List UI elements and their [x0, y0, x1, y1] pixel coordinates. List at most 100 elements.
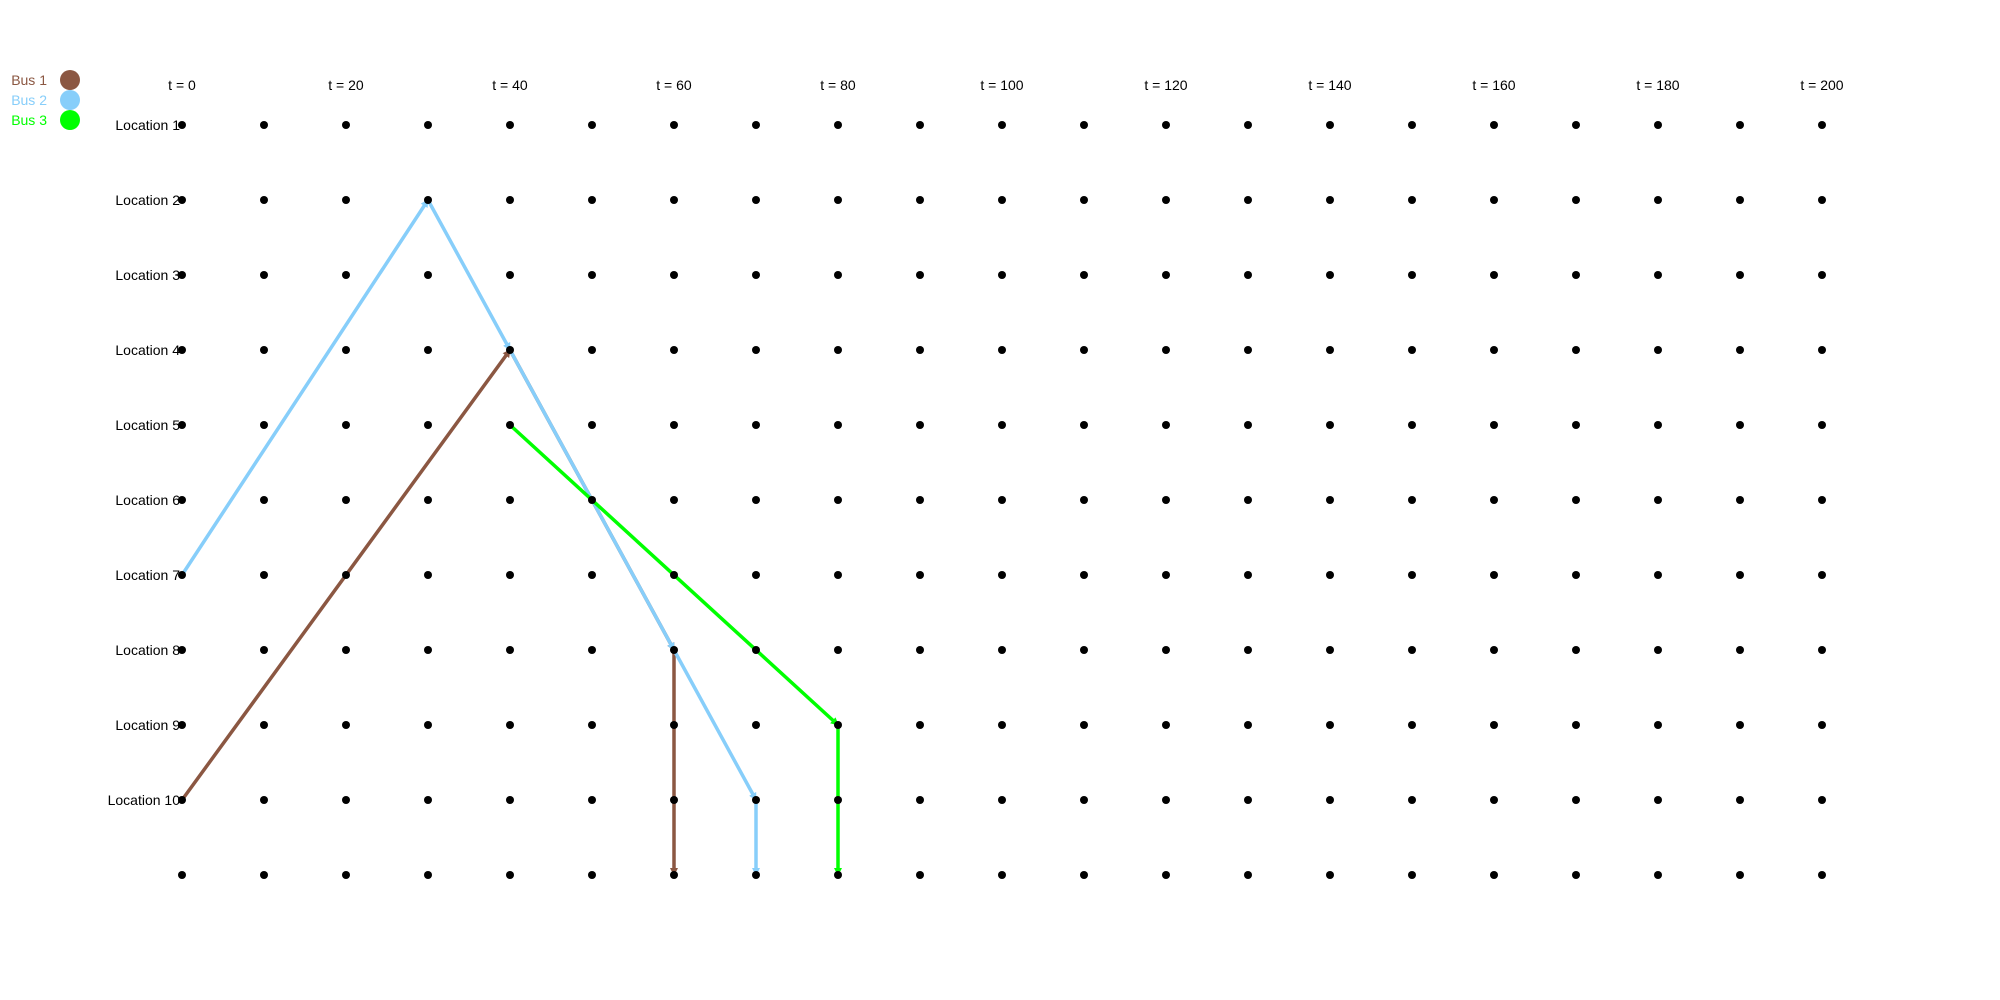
grid-node [1162, 421, 1170, 429]
grid-node [342, 571, 350, 579]
grid-node [506, 571, 514, 579]
grid-node [260, 721, 268, 729]
legend-swatch-bus-3 [60, 110, 80, 130]
grid-node [834, 871, 842, 879]
grid-node [752, 646, 760, 654]
grid-node [1326, 496, 1334, 504]
grid-node [1080, 571, 1088, 579]
grid-node [1080, 271, 1088, 279]
grid-node [1244, 196, 1252, 204]
grid-node [1408, 496, 1416, 504]
grid-node [1818, 571, 1826, 579]
location-label: Location 3 [115, 267, 180, 283]
grid-node [670, 346, 678, 354]
grid-node [1818, 496, 1826, 504]
grid-node [1736, 871, 1744, 879]
grid-node [1080, 871, 1088, 879]
grid-node [1244, 571, 1252, 579]
grid-node [506, 196, 514, 204]
grid-node [670, 496, 678, 504]
location-label: Location 7 [115, 567, 180, 583]
grid-node [1326, 421, 1334, 429]
grid-node [424, 496, 432, 504]
location-label: Location 2 [115, 192, 180, 208]
grid-node [1490, 871, 1498, 879]
grid-node [916, 346, 924, 354]
grid-node [1080, 796, 1088, 804]
grid-node [178, 346, 186, 354]
grid-node [1736, 421, 1744, 429]
legend-label-bus-2: Bus 2 [11, 92, 47, 108]
grid-node [178, 796, 186, 804]
grid-node [260, 646, 268, 654]
location-label: Location 8 [115, 642, 180, 658]
grid-node [506, 421, 514, 429]
grid-node [752, 496, 760, 504]
grid-node [424, 721, 432, 729]
grid-node [1326, 121, 1334, 129]
grid-node [588, 121, 596, 129]
grid-node [1244, 121, 1252, 129]
grid-node [1080, 196, 1088, 204]
time-label: t = 80 [820, 77, 856, 93]
grid-node [1326, 871, 1334, 879]
grid-node [1736, 196, 1744, 204]
grid-node [1572, 271, 1580, 279]
grid-node [178, 871, 186, 879]
grid-node [834, 571, 842, 579]
grid-node [1654, 421, 1662, 429]
grid-node [506, 271, 514, 279]
time-axis: t = 0 t = 20 t = 40 t = 60 t = 80 t = 10… [168, 77, 1844, 93]
grid-node [1244, 871, 1252, 879]
grid-node [1818, 871, 1826, 879]
route-segment-bus-2 [426, 198, 512, 352]
grid-node [178, 121, 186, 129]
grid-node [588, 796, 596, 804]
grid-node [342, 496, 350, 504]
grid-node [1818, 346, 1826, 354]
grid-node [1736, 721, 1744, 729]
grid-node [670, 871, 678, 879]
grid-node [1162, 196, 1170, 204]
grid-node [1162, 721, 1170, 729]
grid-node [588, 646, 596, 654]
grid-node [1654, 196, 1662, 204]
grid-node [916, 871, 924, 879]
grid-node [670, 721, 678, 729]
grid-node [1654, 571, 1662, 579]
grid-node [1244, 421, 1252, 429]
grid-node [506, 796, 514, 804]
grid-node [834, 646, 842, 654]
grid-node [1572, 721, 1580, 729]
legend-item-bus-3: Bus 3 [11, 110, 80, 130]
grid-node [998, 646, 1006, 654]
grid-node [178, 196, 186, 204]
grid-node [342, 796, 350, 804]
grid-node [342, 271, 350, 279]
grid-node [998, 271, 1006, 279]
grid-node [260, 271, 268, 279]
location-label: Location 10 [108, 792, 181, 808]
grid-node [670, 271, 678, 279]
grid-node [916, 646, 924, 654]
grid-node [1408, 721, 1416, 729]
grid-node [998, 346, 1006, 354]
grid-node [752, 346, 760, 354]
grid-node [1654, 496, 1662, 504]
grid-node [1326, 196, 1334, 204]
grid-node [1244, 271, 1252, 279]
grid-node [752, 571, 760, 579]
grid-node [1080, 121, 1088, 129]
grid-node [834, 346, 842, 354]
grid-node [588, 346, 596, 354]
grid-node [670, 121, 678, 129]
grid-node [342, 196, 350, 204]
grid-node [588, 871, 596, 879]
grid-node [1080, 646, 1088, 654]
grid-node [998, 871, 1006, 879]
grid-node [342, 346, 350, 354]
grid-node [670, 646, 678, 654]
grid-node [1572, 646, 1580, 654]
grid-node [1326, 271, 1334, 279]
grid-node [998, 121, 1006, 129]
